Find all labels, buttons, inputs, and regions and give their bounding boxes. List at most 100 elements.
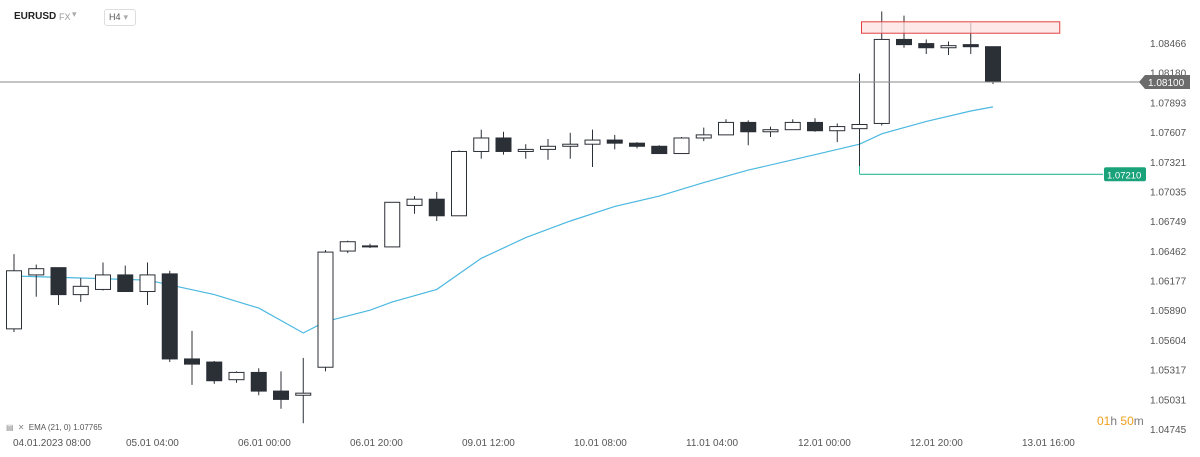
candle [6,254,22,332]
candle-body [896,38,912,46]
countdown-hours: 01 [1097,414,1111,428]
candle [851,73,868,166]
candle [918,39,935,54]
candle-body [629,142,645,147]
y-tick-label: 1.05031 [1150,395,1187,406]
candle-body [851,123,868,130]
candle-body [50,267,67,296]
candle [740,120,757,146]
candle [72,278,89,302]
candle [184,330,200,385]
candle-body [740,121,757,133]
candle-body [985,46,1001,83]
candle-body [362,245,378,248]
candle [584,129,601,168]
candle [495,131,512,155]
candle [228,371,245,383]
candle-body [918,43,935,49]
candle [517,144,534,159]
candle [339,240,356,254]
candle-body [317,251,334,368]
x-axis-ticks: 04.01.2023 08:00 05.01 04:00 06.01 00:00 06… [13,438,1075,449]
candle [940,41,957,55]
level-label-bg [1104,167,1146,182]
settings-icon[interactable]: ▤ [6,423,14,432]
candles [6,11,1001,424]
exchange-label: FX [59,12,71,22]
candle-body [829,126,846,132]
candle-body [273,390,289,400]
x-tick-label: 11.01 04:00 [686,438,739,449]
price-label: 1.08100 [1148,78,1185,89]
y-tick-label: 1.05317 [1150,366,1187,377]
y-axis-ticks: 1.08466 1.08180 1.07893 1.07607 1.07321 1.070… [1150,39,1187,436]
y-tick-label: 1.07035 [1150,187,1187,198]
candle-body [940,45,957,49]
resistance-zone[interactable] [861,21,1061,34]
countdown-minutes-unit: m [1133,414,1144,428]
candle-body [250,371,267,392]
y-tick-label: 1.07607 [1150,128,1187,139]
candle [428,191,445,221]
chevron-down-icon: ▾ [123,12,129,22]
y-tick-label: 1.06177 [1150,277,1187,288]
countdown-hours-unit: h [1110,414,1118,428]
x-tick-label: 06.01 00:00 [238,438,291,449]
candle [695,127,712,142]
chevron-down-icon[interactable]: ▾ [72,9,77,19]
x-tick-label: 06.01 20:00 [350,438,403,449]
symbol-label[interactable]: EURUSD [14,11,57,22]
candle-body [562,143,579,147]
x-tick-label: 13.01 16:00 [1022,438,1075,449]
candle-body [584,139,601,145]
candle [473,129,490,159]
price-label-bg [1139,74,1190,89]
y-tick-label: 1.07321 [1150,158,1187,169]
candle-body [495,137,512,152]
candle [562,132,579,159]
y-tick-label: 1.07893 [1150,98,1187,109]
x-tick-label: 09.01 12:00 [462,438,515,449]
candle [95,262,111,291]
timeframe-select[interactable]: H4 ▾ [104,9,136,26]
candle [28,264,45,297]
y-tick-label: 1.08180 [1150,69,1187,80]
candle-body [762,129,779,133]
y-tick-label: 1.04745 [1150,425,1187,436]
candle [673,136,690,155]
candle [829,123,846,143]
candle-body [673,137,690,155]
close-icon[interactable]: ✕ [17,423,25,432]
candle-body [718,121,734,136]
candle-body [139,274,156,293]
candle-body [228,371,245,381]
candle [629,142,645,149]
candle-body [406,198,423,206]
candle-body [28,268,45,276]
ema-legend-text: EMA (21, 0) 1.07765 [28,423,103,432]
candle [139,262,156,305]
timeframe-value: H4 [109,12,121,22]
candle-body [428,198,445,217]
candle-body [606,139,623,144]
y-tick-label: 1.05604 [1150,336,1187,347]
candle-body [206,361,223,382]
x-tick-label: 04.01.2023 08:00 [13,438,91,449]
candle-body [473,137,490,152]
candle [362,243,378,248]
candle-body [784,121,801,131]
countdown-minutes: 50 [1120,414,1134,428]
candle-body [807,121,823,132]
zone-rect[interactable] [861,21,1061,34]
candle-body [517,148,534,152]
candle [206,361,223,384]
candle [384,201,401,248]
candle-body [651,145,668,155]
candle [250,368,267,396]
y-tick-label: 1.08466 [1150,39,1187,50]
ema-line [13,106,994,334]
ema-legend[interactable]: ▤ ✕ EMA (21, 0) 1.07765 [6,423,102,432]
x-tick-label: 12.01 20:00 [910,438,963,449]
candle-body [339,241,356,252]
